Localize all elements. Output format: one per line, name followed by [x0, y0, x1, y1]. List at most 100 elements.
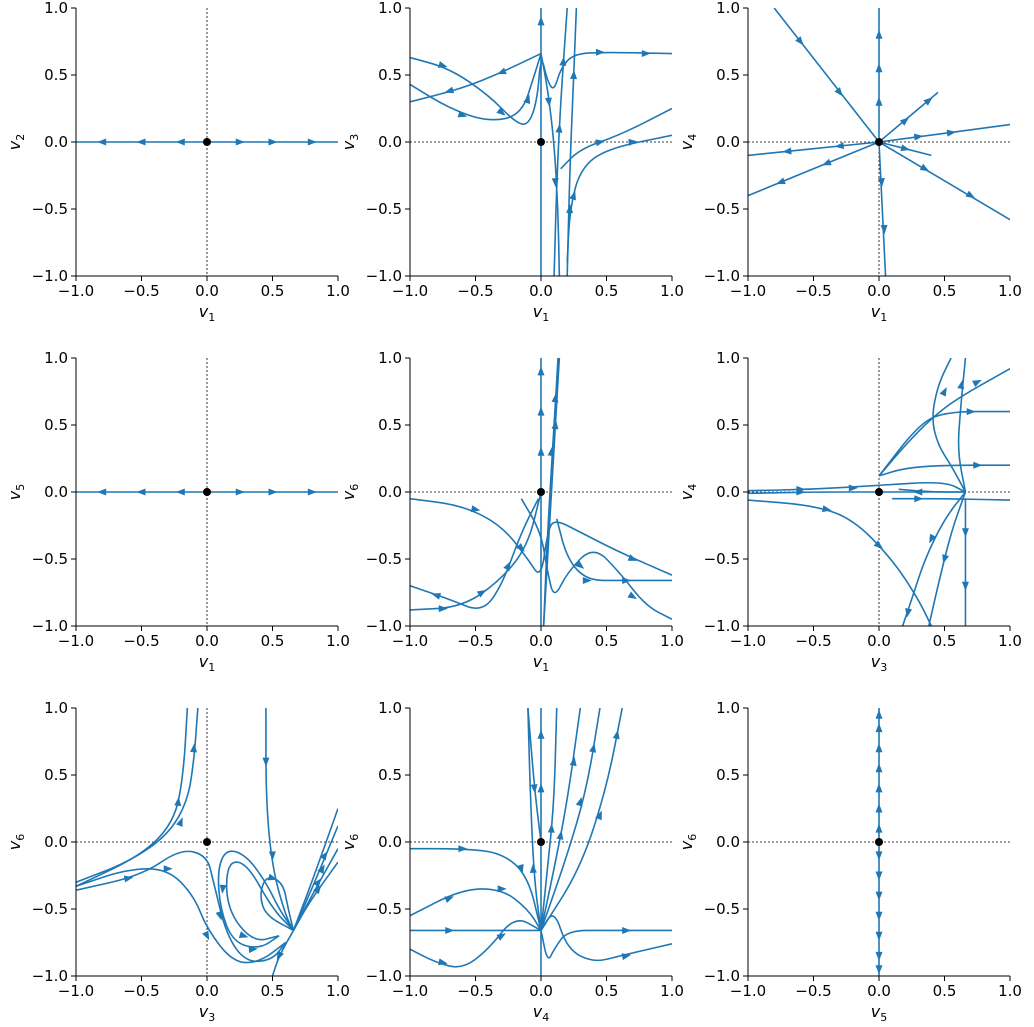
y-tick-label: 0.5 — [378, 66, 402, 84]
y-tick-label: −1.0 — [32, 967, 68, 985]
fixed-point-marker — [875, 488, 883, 496]
streamline-5 — [928, 491, 967, 626]
streamline-arrow — [621, 953, 632, 961]
x-axis-label-sub: 1 — [542, 661, 549, 674]
streamline-6 — [878, 141, 1010, 221]
y-tick-label: 0.5 — [716, 66, 740, 84]
fixed-point-marker — [875, 138, 883, 146]
streamline-arrow — [537, 406, 545, 416]
x-axis-label-sub: 3 — [208, 1011, 215, 1024]
streamline-arrow — [875, 723, 883, 733]
streamline-arrow — [537, 729, 545, 739]
y-axis-label-var: v — [5, 490, 24, 500]
x-axis-label: v1 — [533, 302, 549, 324]
x-tick-label: 0.5 — [261, 982, 285, 1000]
streamline-arrow — [537, 446, 545, 456]
streamline-13 — [527, 708, 542, 931]
streamline-8 — [748, 141, 880, 157]
streamline-arrow — [574, 560, 585, 569]
streamline-arrow — [268, 488, 278, 496]
streamline-arrow — [821, 505, 832, 513]
streamline-arrow — [438, 958, 448, 966]
x-tick-label: −0.5 — [795, 982, 831, 1000]
x-tick-label: 1.0 — [326, 282, 350, 300]
streamline-arrow — [966, 408, 976, 416]
y-tick-label: 0.5 — [716, 416, 740, 434]
streamline-arrow — [523, 94, 531, 104]
streamline-4 — [901, 491, 967, 626]
streamline-3 — [748, 499, 933, 626]
x-tick-label: 1.0 — [998, 632, 1022, 650]
streamline-arrow — [437, 61, 448, 68]
streamline-arrow — [551, 420, 559, 430]
y-axis-label-sub: 3 — [348, 134, 361, 141]
y-tick-label: −0.5 — [366, 200, 402, 218]
streamline-arrow — [569, 756, 577, 767]
streamline-3 — [878, 141, 887, 276]
y-tick-label: 1.0 — [44, 349, 68, 367]
streamline-arrow — [268, 851, 276, 861]
x-tick-label: −1.0 — [392, 982, 428, 1000]
x-axis-label-sub: 3 — [880, 661, 887, 674]
y-tick-label: −0.5 — [366, 900, 402, 918]
x-axis-label-var: v — [533, 1002, 543, 1021]
streamline-arrow — [136, 488, 146, 496]
streamline-12 — [292, 861, 338, 931]
x-tick-label: −1.0 — [58, 982, 94, 1000]
streamline-arrow — [641, 50, 651, 58]
streamlines — [76, 138, 338, 146]
streamline-arrow — [946, 129, 957, 137]
x-tick-label: 0.0 — [195, 982, 219, 1000]
streamline-arrow — [942, 554, 950, 564]
y-tick-label: 0.0 — [716, 833, 740, 851]
streamline-4 — [540, 53, 561, 276]
streamline-arrow — [136, 138, 146, 146]
streamline-arrow — [972, 379, 982, 388]
x-tick-label: 0.5 — [595, 982, 619, 1000]
x-axis-label: v4 — [533, 1002, 549, 1024]
x-tick-label: 0.5 — [261, 282, 285, 300]
streamline-arrow — [595, 48, 605, 56]
streamline-arrow — [880, 224, 888, 235]
streamline-arrow — [570, 70, 578, 80]
x-axis-label-var: v — [199, 302, 209, 321]
x-axis-label-var: v — [199, 652, 209, 671]
streamline-12 — [892, 497, 1010, 501]
streamline-arrow — [627, 591, 637, 600]
x-axis-label-var: v — [871, 1002, 881, 1021]
streamline-arrow — [215, 910, 223, 921]
y-tick-label: 0.0 — [378, 833, 402, 851]
streamline-11 — [292, 808, 338, 931]
streamline-arrow — [444, 86, 455, 94]
x-tick-label: −0.5 — [795, 632, 831, 650]
streamlines — [410, 358, 672, 626]
y-tick-label: −1.0 — [366, 617, 402, 635]
streamline-arrow — [97, 488, 107, 496]
x-tick-label: 0.0 — [867, 632, 891, 650]
x-tick-label: −0.5 — [457, 632, 493, 650]
fixed-point-marker — [875, 838, 883, 846]
streamline-4 — [76, 868, 287, 964]
x-tick-label: −0.5 — [123, 282, 159, 300]
x-tick-label: 0.5 — [595, 632, 619, 650]
y-tick-label: −1.0 — [704, 267, 740, 285]
streamline-arrow — [267, 873, 278, 881]
streamline-5 — [265, 708, 295, 931]
streamline-arrow — [575, 797, 583, 807]
streamline-arrow — [445, 926, 455, 934]
streamline-arrow — [163, 865, 173, 873]
fixed-point-marker — [537, 138, 545, 146]
streamline-arrow — [190, 743, 197, 753]
y-tick-label: 0.0 — [378, 483, 402, 501]
streamline-11 — [540, 929, 672, 959]
streamline-arrow — [834, 87, 843, 97]
y-tick-label: 1.0 — [44, 699, 68, 717]
streamline-arrow — [900, 144, 911, 152]
streamline-arrow — [202, 930, 210, 941]
streamline-9 — [878, 368, 1010, 477]
streamline-4 — [540, 708, 624, 931]
streamline-arrow — [875, 763, 883, 773]
streamline-arrow — [97, 138, 107, 146]
